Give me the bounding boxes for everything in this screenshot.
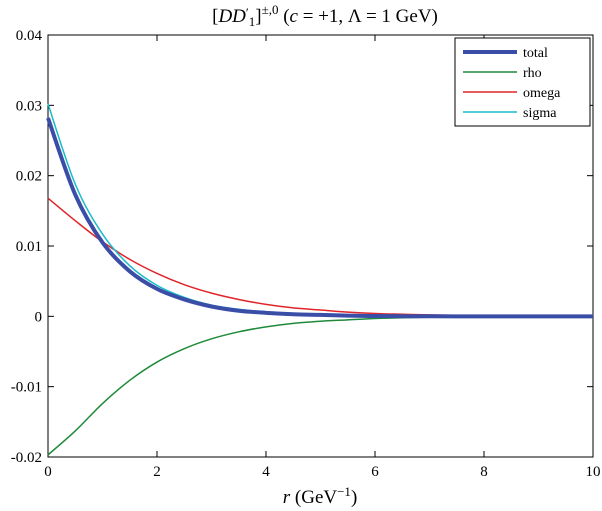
legend-label-total: total	[523, 46, 548, 61]
x-tick-label: 8	[480, 464, 488, 480]
legend-label-omega: omega	[523, 86, 561, 101]
x-tick-label: 6	[371, 464, 379, 480]
legend-label-rho: rho	[523, 66, 542, 81]
x-tick-label: 10	[586, 464, 601, 480]
y-tick-label: -0.02	[11, 450, 42, 466]
y-tick-label: 0.02	[16, 169, 42, 185]
y-tick-label: 0.03	[16, 98, 42, 114]
chart-title: [DD′1]±,0 (c = +1, Λ = 1 GeV)	[212, 2, 438, 29]
y-tick-label: 0.04	[16, 28, 43, 44]
x-axis-label: r (GeV−1)	[283, 484, 358, 508]
y-tick-label: 0	[35, 309, 43, 325]
legend: total rho omega sigma	[454, 37, 591, 127]
axis-ticks: 0 2 4 6 8 10 -0.02 -0.01 0 0.01 0.02 0.03 0.04	[11, 28, 601, 480]
series-lines	[46, 103, 594, 456]
y-tick-label: 0.01	[16, 239, 42, 255]
y-tick-label: -0.01	[11, 380, 42, 396]
x-tick-label: 0	[44, 464, 52, 480]
series-line-total	[46, 117, 593, 319]
x-tick-label: 4	[262, 464, 270, 480]
x-tick-label: 2	[153, 464, 161, 480]
legend-label-sigma: sigma	[523, 106, 557, 121]
